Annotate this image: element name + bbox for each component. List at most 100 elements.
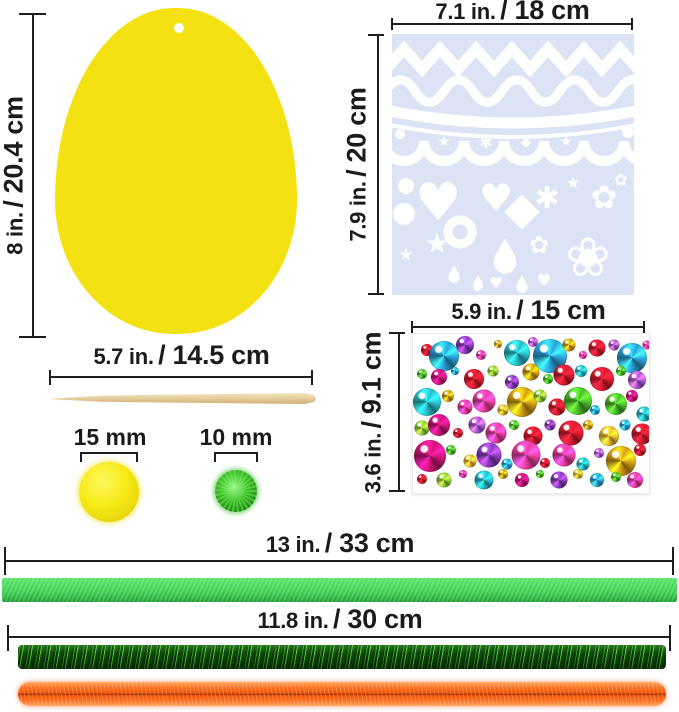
gem-sticker [458,469,467,478]
pom-small-bracket [215,452,258,454]
egg-height-label: 8 in. / 20.4 cm [0,26,33,326]
gem-sticker [436,472,452,488]
gem-width-in: 5.9 in. [451,299,512,324]
gem-sticker [578,350,587,359]
gem-sticker [413,440,446,473]
gem-sticker [464,368,485,389]
gem-sticker [550,471,568,489]
pom-small-bracket-tick-right [256,452,258,462]
stems-length-in: 11.8 in. [257,608,329,633]
gem-sticker [564,386,593,415]
svg-text:✱: ✱ [534,181,559,216]
gem-sticker [417,473,428,484]
gem-sticker [604,392,627,415]
gem-sticker [574,364,587,377]
green-ribbon [2,578,677,602]
stick-length-tick-left [49,370,51,385]
gem-sticker [562,338,576,352]
stems-length-cm: / 30 cm [332,604,423,634]
stencil-height-cap-top [368,34,384,36]
gem-sticker [522,363,540,381]
stems-length-line [8,636,671,638]
pom-large-bracket-tick-right [136,452,138,462]
gem-sticker [594,448,605,459]
gem-height-label: 3.6 in. / 9.1 cm [357,278,391,548]
gem-sticker [445,445,456,456]
gem-width-tick-left [411,321,413,333]
egg-height-cm: / 20.4 cm [0,96,29,208]
gem-sticker [589,366,614,391]
gem-sticker [631,423,649,445]
gem-sticker [626,390,639,402]
pom-large-label: 15 mm [73,424,147,450]
stencil-pattern: ★ ✱ ◆ ★ ♥ ♥ ◆ ✱ ★ ✿ ✿ ★ ★ ✿ ❀ ♥ ♥ [392,40,634,293]
egg-height-in: 8 in. [2,212,28,255]
gem-sticker [542,373,553,384]
svg-text:✿: ✿ [529,231,549,259]
gem-sticker [626,472,643,489]
gem-sticker [476,442,502,468]
gem-sticker [582,419,593,430]
gem-sticker [633,444,646,457]
gem-width-label: 5.9 in. / 15 cm [412,296,645,329]
stems-length-tick-right [669,625,671,651]
gem-sticker [430,368,447,385]
gem-sticker [468,416,486,434]
ribbon-length-label: 13 in. / 33 cm [140,529,540,562]
pom-small-label: 10 mm [199,424,273,450]
svg-text:★: ★ [398,245,413,265]
pom-small-bracket-tick-left [214,452,216,462]
gem-sticker [493,339,502,348]
yellow-pom-pom [79,462,139,522]
stencil-height-cap-bottom [368,293,384,295]
egg-height-cap-bottom [19,336,46,338]
stencil-width-cm: / 18 cm [500,0,590,25]
stencil-width-label: 7.1 in. / 18 cm [392,0,633,29]
svg-text:★: ★ [566,173,580,192]
gem-sticker [485,422,507,444]
stick-length-tick-right [311,370,313,385]
gem-sticker [497,468,508,479]
gem-sticker [428,341,459,372]
egg-shape [55,8,297,334]
egg-height-line [32,14,34,337]
stencil-height-in: 7.9 in. [345,181,371,242]
gem-width-cm: / 15 cm [516,295,606,325]
gem-sticker [497,404,509,416]
ribbon-length-in: 13 in. [265,532,321,557]
gem-sticker [472,389,496,413]
gem-sheet [412,333,650,494]
ribbon-length-tick-right [672,547,674,575]
gem-sticker [427,413,450,436]
gem-sticker [588,339,606,357]
gem-width-tick-right [643,321,645,333]
gem-sticker [636,406,649,421]
svg-text:♥: ♥ [489,274,502,292]
gem-width-line [412,326,645,328]
gem-sticker [598,425,619,446]
svg-text:★: ★ [438,134,451,150]
gem-sticker [540,457,551,468]
gem-sticker [442,390,455,402]
svg-text:♥: ♥ [479,176,513,220]
stencil-height-cm: / 20 cm [341,87,372,177]
ribbon-length-tick-left [4,547,6,575]
svg-text:★: ★ [424,227,449,260]
stick-length-in: 5.7 in. [93,344,154,369]
svg-text:✿: ✿ [614,170,627,189]
stencil-width-tick-right [631,18,633,30]
gem-sticker [463,454,477,468]
gem-sticker [576,457,590,471]
orange-pipe-cleaner [18,682,666,706]
svg-text:◆: ◆ [521,135,531,150]
svg-text:♥: ♥ [415,173,462,233]
gem-sticker [536,469,545,478]
gem-sticker [628,371,647,390]
gem-sticker [511,440,541,470]
gem-sticker [544,419,556,431]
gem-height-line [398,333,400,492]
gem-sticker [553,364,575,386]
gem-sticker [501,458,513,470]
stick-length-label: 5.7 in. / 14.5 cm [40,341,323,374]
